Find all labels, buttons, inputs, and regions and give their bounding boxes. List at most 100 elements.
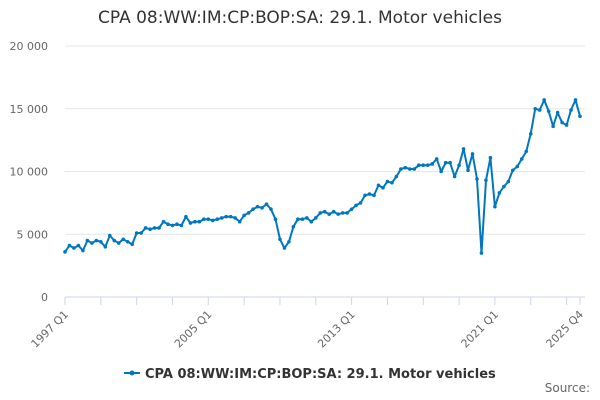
data-point [340,211,345,215]
data-point [457,163,461,168]
data-point [90,241,94,245]
data-point [466,168,470,173]
data-point [385,179,390,184]
data-point [573,98,578,102]
data-point [399,167,403,171]
data-point [170,223,175,228]
data-point [363,193,367,198]
data-point [345,211,349,215]
data-point [493,204,497,209]
legend-item[interactable]: CPA 08:WW:IM:CP:BOP:SA: 29.1. Motor vehi… [124,367,496,382]
data-point [425,163,430,168]
data-point [408,167,412,171]
data-point [242,213,246,218]
data-point [439,169,443,174]
data-point [309,219,314,224]
data-point [287,239,291,244]
data-point [219,216,224,220]
chart-title: CPA 08:WW:IM:CP:BOP:SA: 29.1. Motor vehi… [98,8,502,28]
data-point [511,168,515,173]
data-point [233,216,237,220]
legend-label: CPA 08:WW:IM:CP:BOP:SA: 29.1. Motor vehi… [145,367,496,382]
data-point [175,222,179,227]
data-point [94,238,99,243]
data-point [72,246,76,250]
y-tick-label: 0 [41,291,48,304]
series-line [64,99,581,255]
data-point [76,243,81,248]
data-point [421,163,426,168]
data-point [193,219,197,224]
data-point [318,211,323,215]
data-point [121,237,126,242]
data-point [296,217,300,221]
x-tick-label: 2025 Q4 [544,308,587,351]
data-point [403,165,408,170]
data-point [228,214,233,219]
data-point [331,209,336,214]
data-point [166,222,170,227]
data-point [434,157,439,161]
data-point [394,174,399,179]
y-tick-label: 10 000 [10,166,49,179]
data-point [336,212,340,216]
data-point [376,183,381,188]
data-point [197,219,202,224]
data-point [282,246,287,250]
data-point [206,217,211,221]
data-point [202,217,206,221]
y-tick-label: 20 000 [10,40,49,53]
data-point [452,174,457,179]
x-tick-label: 1997 Q1 [29,308,72,351]
x-tick-label: 2005 Q1 [172,308,215,351]
data-point [519,157,524,161]
data-point [448,160,452,165]
data-point [224,214,229,219]
data-point [260,206,264,210]
data-point [179,223,184,228]
data-point [354,203,358,208]
data-point [264,202,269,206]
data-point [546,109,551,114]
data-point [139,231,143,235]
data-point [152,226,157,230]
data-point [161,219,166,224]
data-point [555,110,560,115]
data-point [358,201,363,205]
data-point [184,214,188,219]
data-point [215,217,220,221]
data-point [255,204,260,209]
data-point [237,219,242,224]
data-point [537,108,542,112]
data-point [528,132,533,136]
data-point [273,217,278,221]
data-point [533,106,538,111]
data-point [67,243,72,248]
data-point [305,216,309,220]
data-point [560,120,564,125]
y-tick-label: 5 000 [17,228,49,241]
data-point [63,250,67,254]
data-point [99,239,103,244]
data-point [148,227,152,232]
x-tick-label: 2013 Q1 [315,308,358,351]
data-point [475,177,479,181]
data-point [390,180,394,185]
data-point [502,184,506,189]
data-point [313,216,318,220]
legend-marker-icon [129,370,135,376]
data-point [251,207,255,211]
data-point [188,221,193,225]
data-point [134,231,139,235]
data-point [85,238,90,243]
data-point [564,123,569,127]
data-point [372,193,376,198]
data-point [349,207,354,211]
data-point [461,147,466,151]
data-point [542,98,546,102]
x-tick-label: 2021 Q1 [458,308,501,351]
data-point [322,209,327,214]
data-point [107,233,112,238]
